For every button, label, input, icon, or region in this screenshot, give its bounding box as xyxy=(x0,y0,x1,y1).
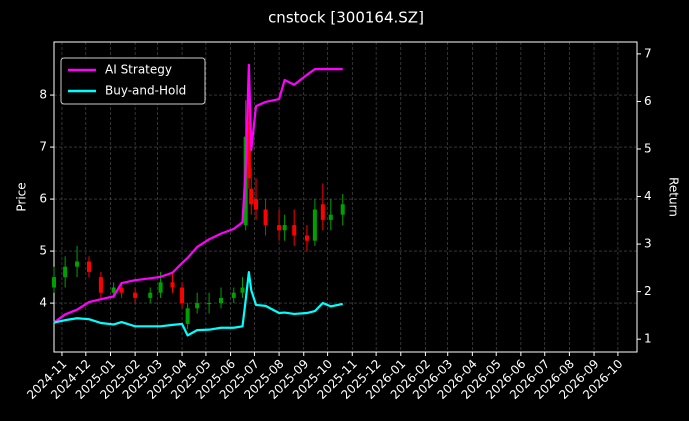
candle-body xyxy=(195,303,200,309)
y-tick-label: 5 xyxy=(39,244,47,258)
y2-tick-label: 5 xyxy=(644,141,652,155)
candle-body xyxy=(263,209,268,226)
candle-body xyxy=(119,287,124,293)
candle-body xyxy=(312,209,317,241)
candle-body xyxy=(148,292,153,298)
candle-body xyxy=(231,292,236,298)
y-tick-label: 7 xyxy=(39,140,47,154)
legend-label: AI Strategy xyxy=(105,63,172,77)
y-tick-label: 4 xyxy=(39,296,47,310)
candle-body xyxy=(219,297,224,304)
candle-body xyxy=(170,282,175,288)
legend-label: Buy-and-Hold xyxy=(105,84,186,98)
chart-title: cnstock [300164.SZ] xyxy=(268,9,424,27)
candle-body xyxy=(328,214,333,220)
candle-body xyxy=(292,225,297,236)
candle-body xyxy=(340,204,345,215)
plot-frame xyxy=(53,41,638,353)
y2-tick-label: 2 xyxy=(644,284,652,298)
candle-body xyxy=(133,292,138,298)
y2-tick-label: 4 xyxy=(644,189,652,203)
y2-tick-label: 3 xyxy=(644,237,652,251)
candle-body xyxy=(304,235,309,241)
candle-body xyxy=(277,225,282,231)
candle-body xyxy=(282,225,287,231)
candle-body xyxy=(158,282,163,293)
candle-body xyxy=(246,121,251,179)
y2-tick-label: 7 xyxy=(644,46,652,60)
candle-body xyxy=(98,277,103,293)
y-axis-label: Price xyxy=(15,182,29,211)
line-series xyxy=(53,63,343,324)
candle-body xyxy=(86,261,91,272)
candle-body xyxy=(240,287,245,293)
candle-body xyxy=(52,277,56,288)
candle-body xyxy=(254,199,259,210)
candle-body xyxy=(185,308,190,324)
y2-tick-label: 6 xyxy=(644,94,652,108)
candle-body xyxy=(75,261,80,267)
candle-body xyxy=(320,204,325,220)
candle-body xyxy=(180,287,185,304)
y2-tick-label: 1 xyxy=(644,332,652,346)
candle-body xyxy=(63,266,68,278)
line-series xyxy=(53,271,343,337)
y-tick-label: 8 xyxy=(39,88,47,102)
legend-box xyxy=(60,57,206,105)
candle-body xyxy=(249,188,254,205)
candle-body xyxy=(111,287,116,293)
y-tick-label: 6 xyxy=(39,192,47,206)
y2-axis-label: Return xyxy=(667,177,681,217)
candle-body xyxy=(207,303,212,305)
